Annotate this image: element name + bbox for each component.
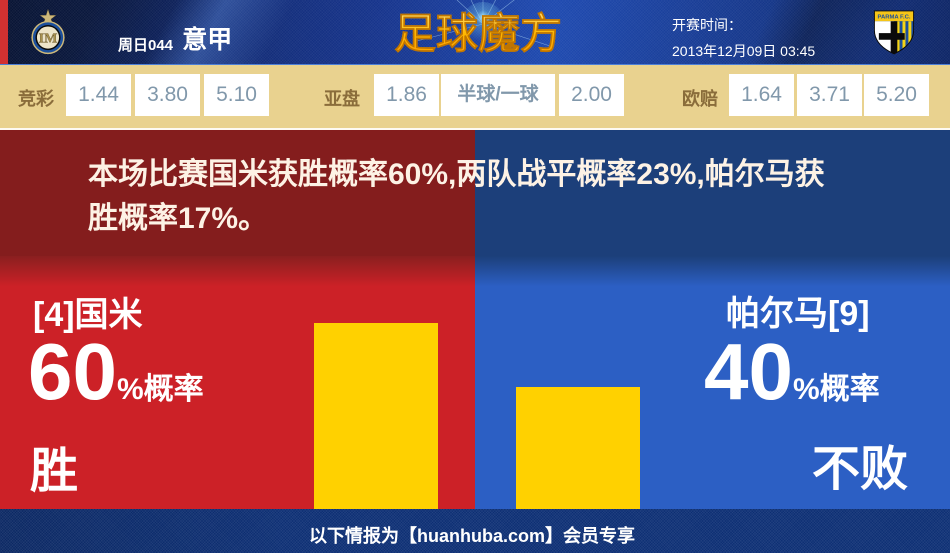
svg-text:IM: IM bbox=[39, 31, 58, 47]
svg-text:足球魔方: 足球魔方 bbox=[394, 10, 562, 57]
svg-text:PARMA F.C.: PARMA F.C. bbox=[877, 15, 910, 21]
